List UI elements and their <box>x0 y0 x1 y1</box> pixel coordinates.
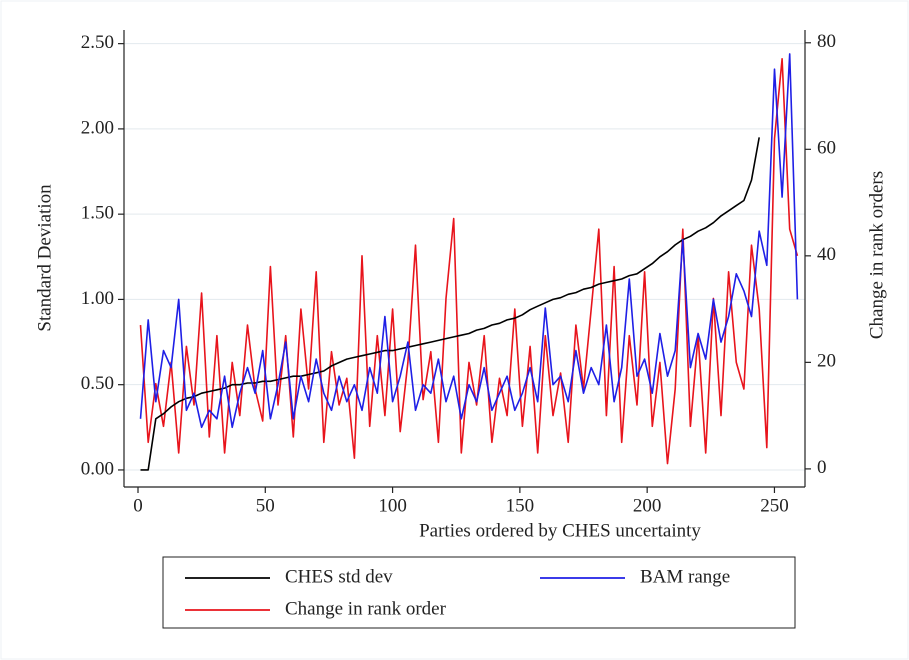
x-tick-label: 200 <box>633 495 662 516</box>
x-tick-label: 150 <box>506 495 535 516</box>
y2-tick-label: 40 <box>817 244 836 265</box>
x-tick-label: 100 <box>378 495 407 516</box>
data-line <box>139 53 799 429</box>
y2-tick-label: 20 <box>817 351 836 372</box>
y2-axis-label: Change in rank orders <box>866 171 887 339</box>
y2-tick-label: 60 <box>817 138 836 159</box>
legend-label: Change in rank order <box>285 598 447 619</box>
y-tick-label: 2.00 <box>81 117 114 138</box>
legend <box>162 556 796 629</box>
legend-label: CHES std dev <box>285 566 393 587</box>
y-tick-label: 0.00 <box>81 458 114 479</box>
y-axis-label: Standard Deviation <box>34 184 55 332</box>
y-tick-label: 2.50 <box>81 32 114 53</box>
x-axis-label: Parties ordered by CHES uncertainty <box>419 520 701 541</box>
data-line <box>140 137 760 471</box>
x-tick-label: 50 <box>256 495 275 516</box>
x-tick-label: 0 <box>133 495 143 516</box>
y-tick-label: 0.50 <box>81 373 114 394</box>
x-tick-label: 250 <box>760 495 789 516</box>
y-tick-label: 1.50 <box>81 203 114 224</box>
data-line <box>139 58 799 465</box>
y-tick-label: 1.00 <box>81 288 114 309</box>
legend-label: BAM range <box>640 566 730 587</box>
y2-tick-label: 80 <box>817 31 836 52</box>
y2-tick-label: 0 <box>817 457 827 478</box>
